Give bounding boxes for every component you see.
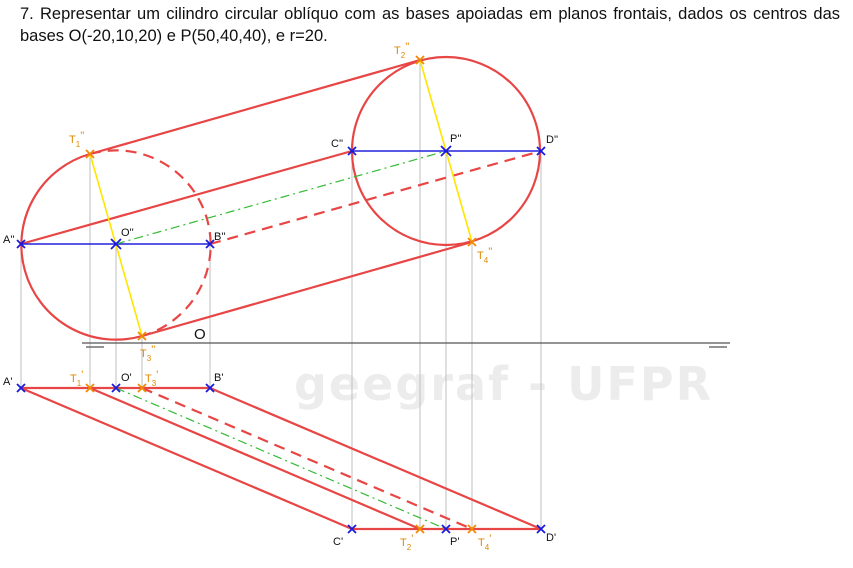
axis-o-p-frontal <box>115 150 447 245</box>
generatrix-b-d-top-view <box>209 386 542 531</box>
point-t1-1 <box>85 383 95 393</box>
label-d2: D'' <box>546 134 558 146</box>
point-t4-1 <box>467 524 477 534</box>
label-p1: P' <box>450 536 459 548</box>
point-c2 <box>347 146 357 156</box>
frontal-projection <box>20 55 542 341</box>
generatrix-a-c-top-view <box>20 386 353 531</box>
label-c2: C'' <box>331 138 343 150</box>
label-t4-2: T4'' <box>477 246 492 265</box>
reference-lines <box>20 60 542 529</box>
label-t3-1: T3' <box>145 369 158 388</box>
point-t2-1 <box>415 524 425 534</box>
label-t2-1: T2' <box>400 533 413 552</box>
point-d2 <box>536 146 546 156</box>
label-t4-1: T4' <box>478 533 491 552</box>
horizontal-orange-points <box>85 383 477 534</box>
label-t3-2: T3'' <box>140 344 155 363</box>
point-t2-2 <box>415 55 425 65</box>
point-p1 <box>441 524 451 534</box>
watermark: geegraf - UFPR <box>294 357 713 411</box>
point-a2 <box>16 239 26 249</box>
point-b2 <box>205 239 215 249</box>
frontal-blue-points <box>16 145 546 250</box>
point-t1-2 <box>85 149 95 159</box>
point-t3-1 <box>137 383 147 393</box>
generatrix-t3-t4-top-view-hidden <box>141 386 473 531</box>
generatrix-t1-t2-top-view <box>89 386 421 531</box>
label-t1-1: T1' <box>70 369 83 388</box>
generatrix-b-d-hidden <box>209 149 542 246</box>
frontal-orange-points <box>85 55 477 341</box>
horizontal-blue-points <box>16 383 546 534</box>
point-b1 <box>205 383 215 393</box>
label-p2: P'' <box>450 133 462 145</box>
label-o1: O' <box>121 372 132 384</box>
generatrix-t3-t4 <box>141 240 473 338</box>
generatrix-a-c <box>20 149 353 246</box>
label-b1: B' <box>214 372 223 384</box>
point-c1 <box>347 524 357 534</box>
point-o1 <box>111 383 121 393</box>
ground-line: O <box>82 326 730 348</box>
base-o-hidden-contour <box>89 149 212 338</box>
point-t3-2 <box>137 331 147 341</box>
label-t1-2: T1'' <box>69 130 84 149</box>
label-a1: A' <box>3 376 12 388</box>
label-d1: D' <box>546 532 556 544</box>
point-o2 <box>110 238 122 250</box>
origin-label: O <box>194 326 206 343</box>
generatrix-t1-t2 <box>89 58 421 156</box>
label-b2: B'' <box>214 231 226 243</box>
label-t2-2: T2'' <box>394 41 409 60</box>
axis-o-p-top-view <box>115 387 447 530</box>
base-o-visible-contour <box>20 152 143 341</box>
point-p2 <box>440 145 452 157</box>
point-t4-2 <box>467 237 477 247</box>
point-a1 <box>16 383 26 393</box>
label-a2: A'' <box>3 234 15 246</box>
point-d1 <box>536 524 546 534</box>
label-c1: C' <box>333 536 343 548</box>
exercise-statement: 7. Representar um cilindro circular oblí… <box>20 5 840 45</box>
label-o2: O'' <box>121 227 134 239</box>
